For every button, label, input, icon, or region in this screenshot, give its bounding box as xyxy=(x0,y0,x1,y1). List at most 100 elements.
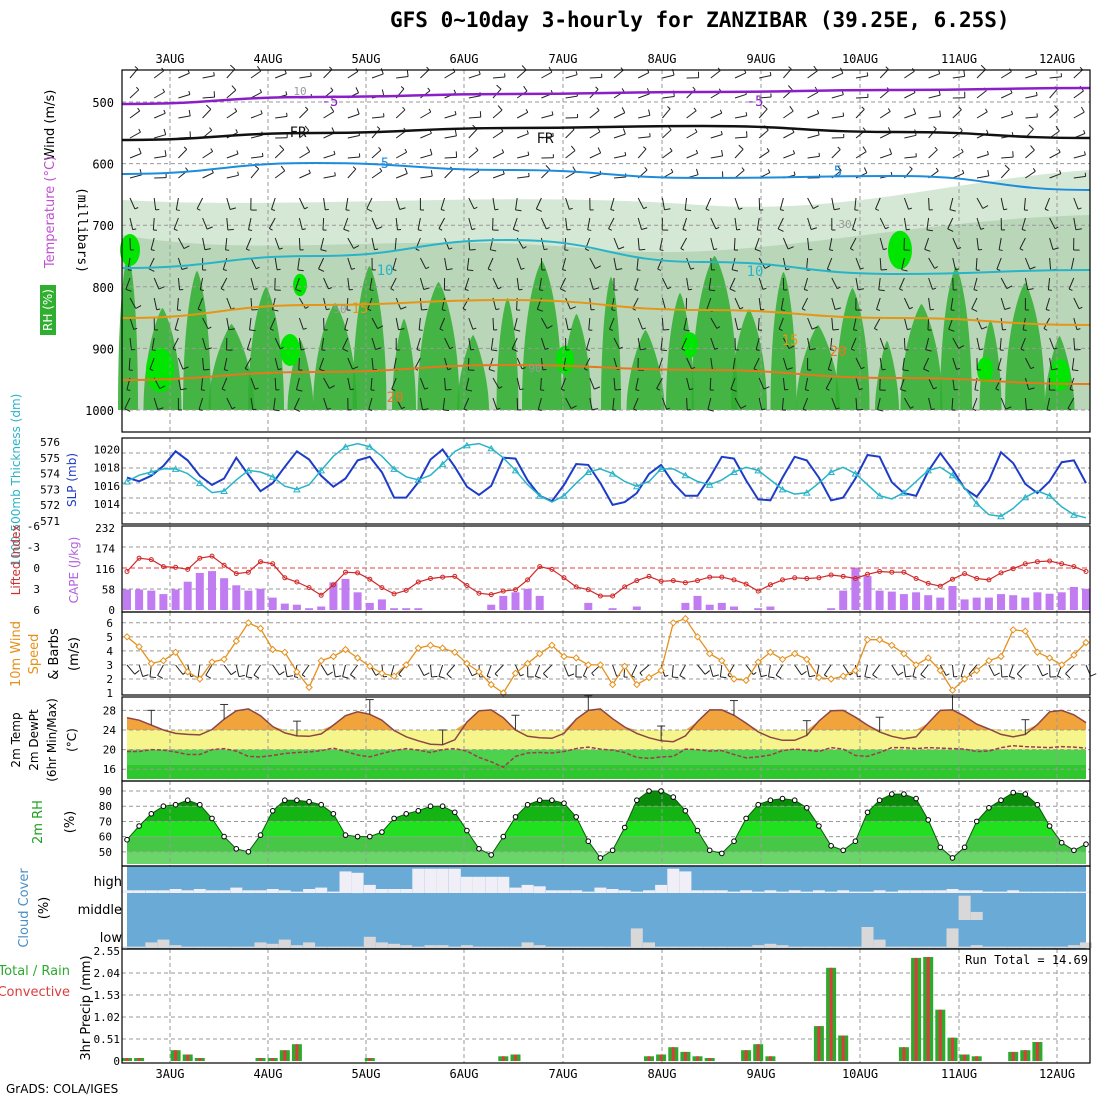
rh-marker xyxy=(233,846,240,852)
wind-barb xyxy=(1073,151,1086,159)
isotherm-label: -5 xyxy=(747,94,764,110)
wind-barb xyxy=(420,148,433,159)
wind-barb xyxy=(371,167,383,179)
cape-bar xyxy=(960,599,969,610)
date-label-top: 12AUG xyxy=(1039,52,1075,66)
wind-barb xyxy=(391,377,397,391)
rh-marker xyxy=(209,815,215,822)
wind-barb xyxy=(928,277,937,290)
li-marker xyxy=(258,559,263,565)
wind10m-marker xyxy=(281,648,289,657)
cape-bar xyxy=(887,591,896,610)
wind-barb xyxy=(1071,357,1079,372)
cape-bar xyxy=(681,602,690,610)
wind-barb xyxy=(638,109,651,119)
li-marker xyxy=(440,574,446,580)
wind-barb xyxy=(952,337,965,349)
wind10m-marker xyxy=(572,654,580,662)
wind-barb xyxy=(178,109,191,119)
wind-barb xyxy=(656,377,663,391)
cloud-high-bar xyxy=(351,872,364,894)
thickness-marker xyxy=(681,471,690,479)
wind-barb xyxy=(686,277,693,291)
wind10m-marker xyxy=(754,658,762,666)
precip-convective-bar xyxy=(295,1044,299,1061)
date-label-bottom: 11AUG xyxy=(941,1067,977,1081)
wind10m-marker xyxy=(366,662,374,671)
precip-convective-bar xyxy=(914,957,918,1061)
cloud-high-bar xyxy=(327,891,340,893)
date-label-top: 7AUG xyxy=(549,52,578,66)
wind-barb xyxy=(686,397,691,411)
wind-barb xyxy=(492,105,503,119)
wind-barb xyxy=(1049,217,1059,230)
rh-marker xyxy=(439,803,446,810)
li-marker xyxy=(889,569,895,575)
rh-marker xyxy=(476,846,482,852)
thickness-marker xyxy=(608,470,617,477)
cape-bar xyxy=(232,585,241,610)
cloud-high-bar xyxy=(558,890,570,893)
li-marker xyxy=(1059,561,1065,567)
wind-barb xyxy=(976,64,986,79)
li-marker xyxy=(610,593,616,599)
cloud-high-bar xyxy=(788,890,801,893)
rh-marker xyxy=(767,797,774,804)
wind-barb xyxy=(541,132,554,139)
wind-barb xyxy=(1068,277,1075,291)
li-marker xyxy=(233,571,239,577)
cloud-high-bar xyxy=(934,890,947,893)
cape-bar xyxy=(353,592,362,610)
cloud-low-bar xyxy=(606,946,619,948)
wind-barb xyxy=(1049,148,1061,159)
wind-barb xyxy=(560,377,567,391)
wind-barb xyxy=(343,217,350,232)
wind-barb xyxy=(298,297,309,309)
wind-barb xyxy=(682,217,688,232)
wind-barb xyxy=(1049,337,1058,350)
wind-barb xyxy=(565,197,573,210)
precip-convective-bar xyxy=(683,1051,687,1061)
rh-marker xyxy=(342,832,349,838)
rh-tick-label: 50 xyxy=(99,846,112,859)
date-label-top: 10AUG xyxy=(842,52,878,66)
rh-marker xyxy=(160,803,167,810)
cloud-low-bar xyxy=(776,945,789,948)
wind-barb xyxy=(807,337,816,351)
cloud-low-bar xyxy=(752,945,765,948)
cloud-high-bar xyxy=(630,891,643,893)
wind-barb xyxy=(347,357,359,370)
wind-barb xyxy=(419,297,428,311)
precip-convective-bar xyxy=(368,1058,372,1061)
rh-tick-label: 70 xyxy=(99,815,112,828)
legend-total-rain: Total / Rain xyxy=(0,964,70,979)
wind10m-marker xyxy=(353,654,362,662)
wind10m-barb xyxy=(709,664,719,678)
cloud-low-bar xyxy=(339,946,352,948)
wind10m-barb xyxy=(757,664,768,678)
wind-barb xyxy=(298,357,303,371)
wind10m-frame xyxy=(121,611,1091,696)
wind-barb xyxy=(1000,164,1010,179)
wind-barb xyxy=(419,198,424,211)
rh-saturated-cell xyxy=(888,230,912,270)
wind10m-marker xyxy=(147,659,156,668)
rh-moist-column xyxy=(835,288,870,410)
wind-barb xyxy=(638,133,651,139)
wind-barb xyxy=(660,337,667,352)
wind-barb xyxy=(245,237,252,251)
wind-barb xyxy=(879,337,888,350)
thickness-marker xyxy=(535,492,544,499)
temp-tick-label: 24 xyxy=(103,724,117,737)
cloud-unit: (%) xyxy=(37,897,52,920)
wind-barb xyxy=(756,217,761,231)
wind10m-marker xyxy=(135,642,143,651)
wind10m-marker xyxy=(693,633,702,641)
wind-barb xyxy=(492,277,502,290)
wind-barb xyxy=(928,397,935,411)
thickness-marker xyxy=(827,468,835,475)
wind-barb xyxy=(683,317,690,332)
wind-barb xyxy=(1025,91,1038,99)
rh-marker xyxy=(779,795,786,802)
wind-barb xyxy=(782,257,790,271)
